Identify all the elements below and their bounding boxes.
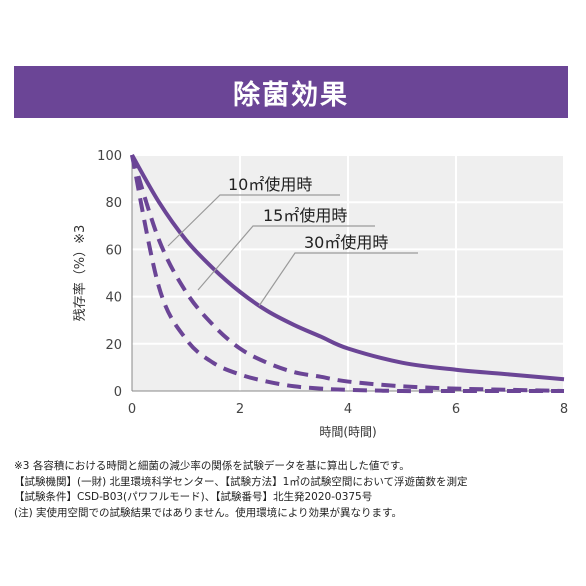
annotation-label-1: 10㎡使用時 [228,175,312,194]
y-tick-label: 40 [105,291,122,306]
series-line-3 [130,154,564,394]
y-tick-label: 100 [97,149,122,164]
x-tick-label: 0 [128,402,136,417]
annotation-leader-1 [167,194,340,247]
annotation-label-3: 30㎡使用時 [304,233,388,252]
y-tick-label: 60 [105,243,122,258]
footnotes: ※3 各容積における時間と細菌の減少率の関係を試験データを基に算出した値です。 … [14,459,574,521]
series-line-1 [130,154,565,382]
annotation-leader-3 [258,252,418,307]
x-tick-label: 8 [560,402,568,417]
series-lines [130,154,565,394]
chart-title: 除菌効果 [233,79,349,111]
x-axis-label: 時間(時間) [319,425,376,439]
x-tick-label: 4 [344,402,352,417]
y-tick-label: 20 [105,338,122,353]
grid-lines [132,154,565,391]
y-axis-label: 残存率（%）※3 [72,225,88,322]
annotation-label-2: 15㎡使用時 [263,206,347,225]
note-line: 【試験条件】CSD-B03(パワフルモード)、【試験番号】北生発2020-037… [14,491,373,503]
x-tick-label: 6 [452,402,460,417]
series-line-2 [130,154,565,393]
annotations: 10㎡使用時 15㎡使用時 30㎡使用時 [167,175,418,307]
title-banner: 除菌効果 [14,66,568,118]
annotation-leader-2 [197,225,375,291]
note-line: 【試験機関】(一財) 北里環境科学センター、【試験方法】1㎥の試験空間において浮… [14,475,468,488]
y-tick-label: 0 [114,385,122,400]
note-line: ※3 各容積における時間と細菌の減少率の関係を試験データを基に算出した値です。 [14,460,410,472]
y-tick-label: 80 [105,196,122,211]
note-line: (注) 実使用空間での試験結果ではありません。使用環境により効果が異なります。 [14,506,402,519]
x-tick-label: 2 [236,402,244,417]
